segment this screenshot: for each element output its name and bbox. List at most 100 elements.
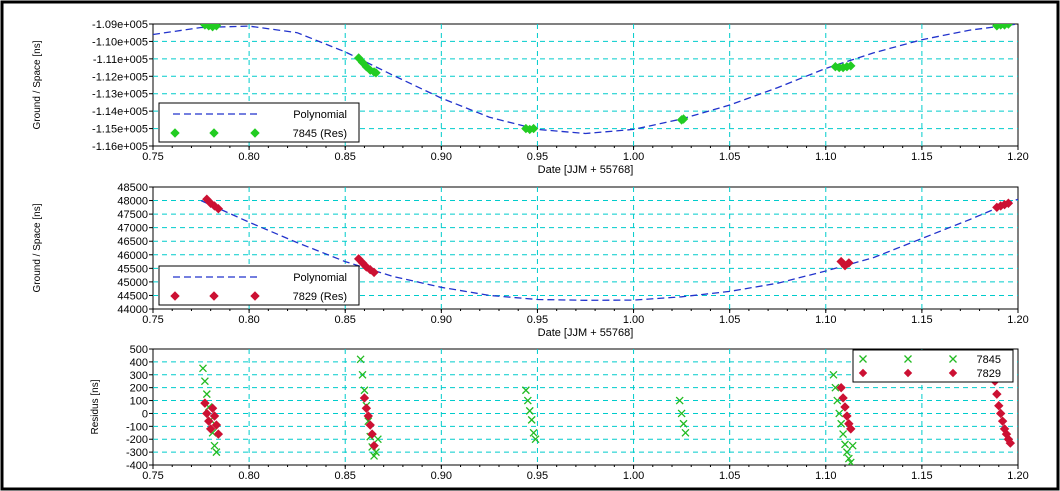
x-tick-label: 1.10 [815,151,836,163]
legend-label: 7829 (Res) [293,291,347,303]
data-point-7829 [842,411,852,421]
legend-marker [904,355,912,363]
panel-1: 0.75 0.80 0.85 0.90 0.95 1.00 1.05 1.10 1.15 1.20… [32,19,1029,176]
x-axis-label: Date [JJM + 55768] [538,327,634,339]
x-tick-label: 1.15 [911,470,932,482]
data-point-7829 [997,416,1008,426]
data-point-7829 [359,393,370,403]
x-tick-label: 0.90 [431,470,452,482]
panels: 0.75 0.80 0.85 0.90 0.95 1.00 1.05 1.10 1.15 1.20… [32,19,1029,482]
x-tick-label: 0.80 [238,151,259,163]
y-tick-label: 48000 [117,196,148,208]
legend: 7845 7829 [852,349,1014,383]
data-point-7845 [848,441,857,450]
data-point-7829-res- [213,203,224,214]
data-point-7845 [675,396,684,405]
x-tick-label: 0.75 [142,151,163,163]
data-point-7829 [200,398,210,408]
data-point-7829 [836,382,846,393]
x-tick-label: 0.90 [431,314,452,326]
legend-marker [949,355,957,363]
legend-marker [250,128,260,138]
data-point-7829 [209,411,220,421]
legend: Polynomial 7829 (Res) [158,265,360,306]
y-tick-label: 45000 [117,277,148,289]
data-point-7845-res- [678,114,689,124]
x-tick-label: 0.95 [527,470,548,482]
x-tick-label: 1.00 [623,314,644,326]
y-axis-label: Ground / Space [ns] [32,40,43,129]
data-point-7845 [837,419,846,428]
legend-label: 7829 [977,368,1001,380]
y-tick-label: -1.10e+005 [92,36,148,48]
data-point-7829 [213,429,224,439]
x-tick-label: 0.85 [335,470,356,482]
x-tick-label: 1.10 [815,470,836,482]
data-point-7845 [212,448,221,457]
legend-box [158,265,360,306]
data-point-7829-res- [361,262,372,272]
y-tick-label: 200 [130,383,148,395]
data-point-7845 [844,454,853,463]
x-tick-label: 1.10 [815,314,836,326]
data-point-7829 [995,408,1006,419]
data-point-7829 [838,393,848,403]
data-point-7829 [840,402,850,412]
data-point-7845-res- [528,123,539,134]
data-point-7845 [841,440,849,449]
y-tick-label: 47500 [117,209,148,221]
data-point-7845 [846,458,855,465]
data-layer [199,355,1016,465]
legend-marker [903,368,913,378]
data-point-7845 [681,428,690,437]
legend-box [852,349,1014,383]
panel-2: 0.75 0.80 0.85 0.90 0.95 1.00 1.05 1.10 1.15 1.20… [32,182,1029,339]
data-point-7829 [369,440,379,451]
y-tick-label: -300 [126,447,148,459]
data-point-7829 [361,403,372,413]
data-point-7829-res- [1003,198,1014,208]
y-tick-label: 45500 [117,263,148,275]
y-tick-label: 48500 [117,182,148,194]
data-point-7845 [829,370,838,379]
data-point-7829-res- [205,198,216,208]
data-point-7829-res- [369,267,379,278]
data-point-7845 [200,377,209,386]
legend-marker [170,128,180,138]
data-point-7845 [373,435,382,444]
data-point-7845-res- [371,68,381,78]
y-tick-label: -400 [126,460,148,472]
legend-marker [948,368,958,378]
x-tick-label: 0.90 [431,151,452,163]
y-tick-label: 47000 [117,223,148,235]
data-point-7829 [994,401,1004,411]
x-tick-label: 0.75 [142,470,163,482]
x-tick-label: 0.75 [142,314,163,326]
y-tick-label: 44500 [117,290,148,302]
legend-marker [859,355,867,363]
data-point-7829 [363,411,373,421]
y-tick-label: -200 [126,434,148,446]
legend-marker [858,368,868,378]
data-point-7845 [521,386,530,395]
data-point-7829 [365,420,375,430]
data-point-7829 [207,403,218,413]
y-tick-label: -1.15e+005 [92,124,148,136]
y-tick-label: 500 [130,344,148,356]
legend-label: 7845 (Res) [293,128,347,140]
data-point-7845 [529,428,538,437]
data-point-7845 [527,415,536,424]
data-point-7845 [356,355,365,364]
y-tick-label: -1.12e+005 [92,71,148,83]
y-tick-label: 0 [142,408,148,420]
x-tick-label: 1.15 [911,314,932,326]
y-tick-label: -1.13e+005 [92,89,148,101]
data-point-7845 [525,406,534,415]
x-tick-label: 0.95 [527,151,548,163]
data-point-7845 [202,390,211,399]
legend-box [158,102,360,143]
x-axis-label: Date [JJM + 55768] [538,164,634,176]
polynomial-line [153,24,1018,135]
data-point-7829 [204,416,214,426]
